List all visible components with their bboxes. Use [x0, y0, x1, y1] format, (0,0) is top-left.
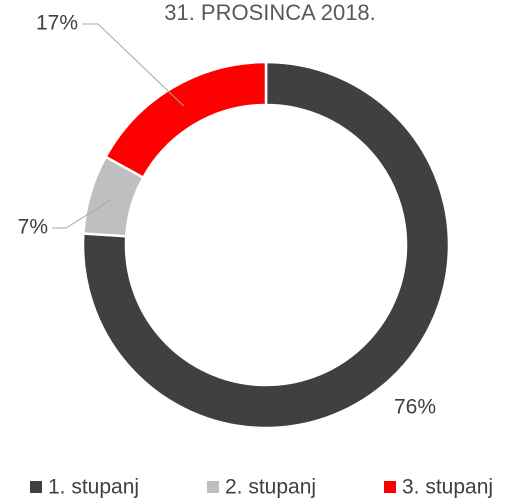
- data-label: 7%: [18, 216, 48, 239]
- legend-swatch: [384, 481, 396, 493]
- legend-swatch: [30, 481, 42, 493]
- donut-segment: [81, 60, 451, 430]
- legend-swatch: [207, 481, 219, 493]
- legend-label: 1. stupanj: [48, 476, 139, 499]
- leader-line: [82, 23, 185, 107]
- donut-segment: [103, 60, 268, 180]
- chart-title: 31. PROSINCA 2018.: [164, 0, 376, 25]
- data-label: 17%: [36, 12, 78, 35]
- legend-label: 2. stupanj: [225, 476, 316, 499]
- data-label: 76%: [394, 396, 436, 419]
- leader-line: [52, 199, 112, 229]
- legend-label: 3. stupanj: [402, 476, 493, 499]
